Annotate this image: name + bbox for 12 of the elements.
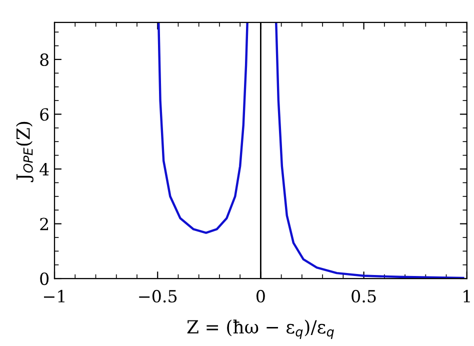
x-tick-label: 0 <box>256 290 265 303</box>
y-axis-title: J$_{OPE}$(Z) <box>16 122 34 182</box>
x-tick-label: 0.5 <box>352 290 376 303</box>
y-tick-label: 2 <box>40 218 48 230</box>
y-tick-label: 8 <box>40 53 49 66</box>
y-tick-label: 6 <box>40 108 49 121</box>
x-tick-label: −0.5 <box>139 290 177 303</box>
y-tick-label: 4 <box>40 162 49 176</box>
x-tick-label: −1 <box>44 290 64 302</box>
x-tick-label: 1 <box>464 290 470 302</box>
x-axis-title: Z = (ħω − ε$_{q}$)/ε$_{q}$ <box>187 320 334 339</box>
y-tick-label: 0 <box>40 272 49 286</box>
